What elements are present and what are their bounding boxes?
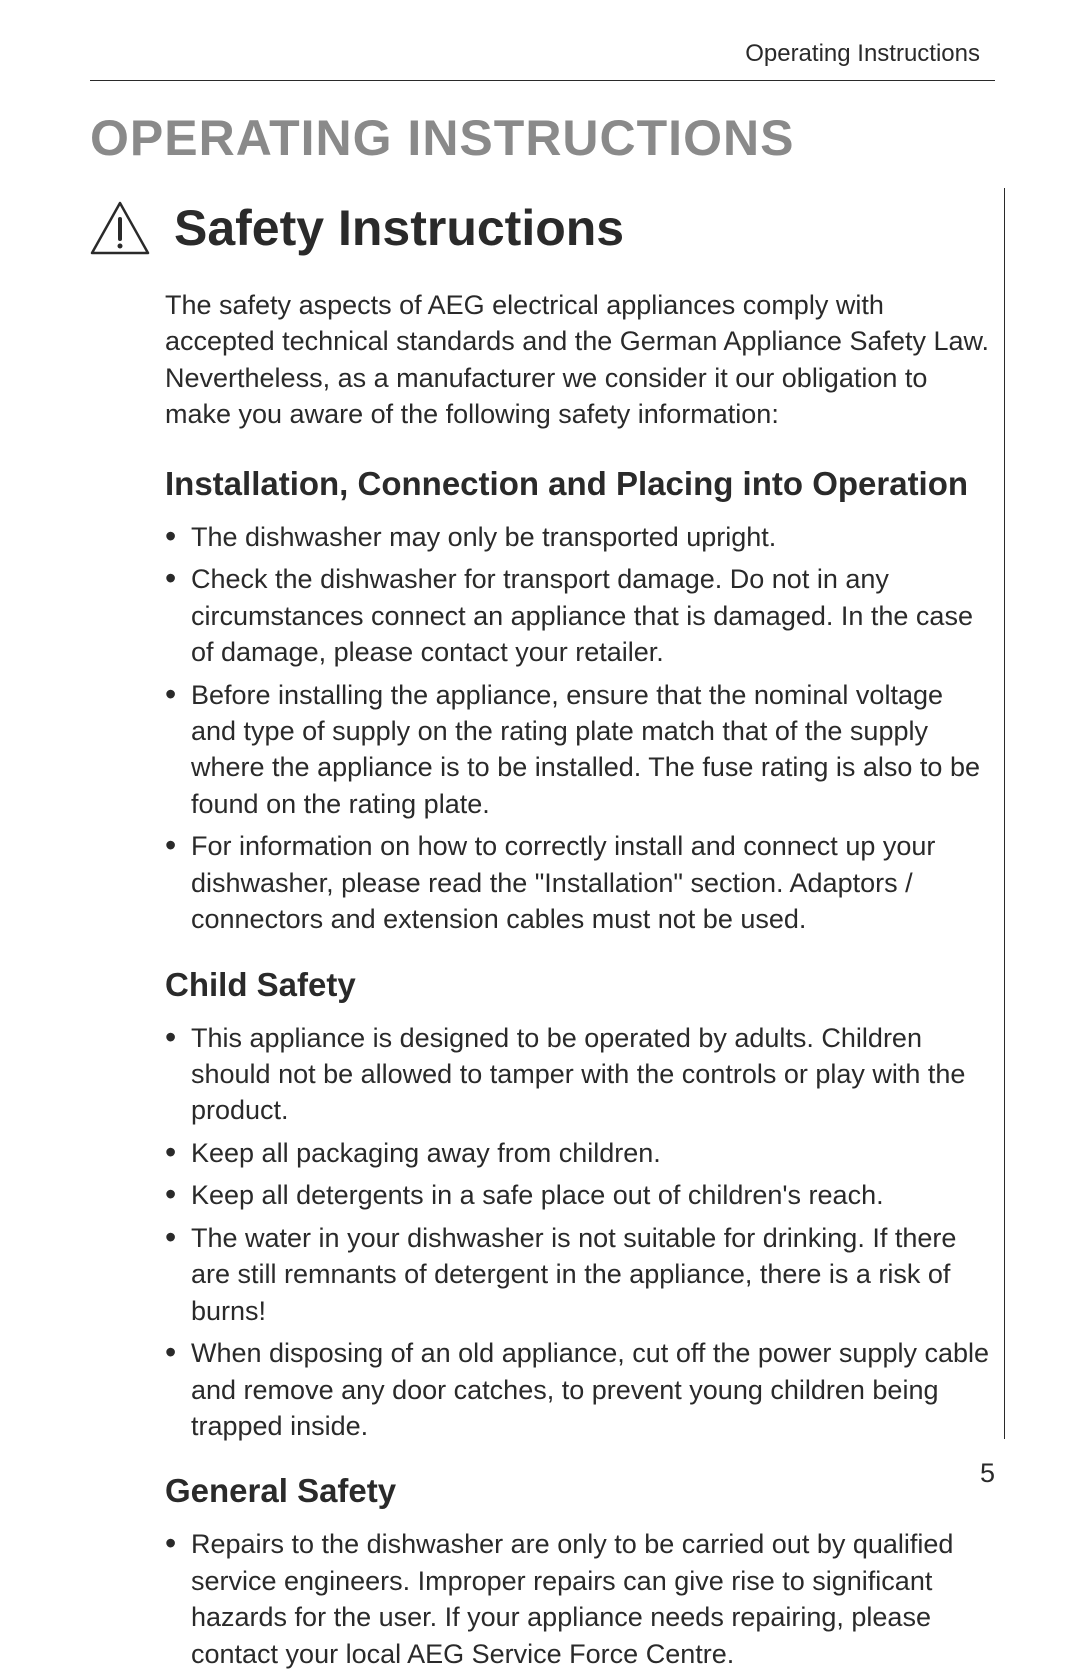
page-header: Operating Instructions (90, 40, 995, 81)
list-item: The water in your dishwasher is not suit… (165, 1220, 995, 1329)
section-title: Safety Instructions (174, 199, 624, 257)
warning-triangle-icon (90, 201, 150, 256)
list-item: Repairs to the dishwasher are only to be… (165, 1526, 995, 1672)
subsection-title-general-safety: General Safety (165, 1472, 995, 1510)
intro-paragraph: The safety aspects of AEG electrical app… (165, 287, 995, 433)
bullet-list-installation: The dishwasher may only be transported u… (165, 519, 995, 938)
page-number: 5 (980, 1458, 995, 1489)
list-item: Keep all detergents in a safe place out … (165, 1177, 995, 1213)
right-margin-line (1004, 188, 1006, 1439)
list-item: The dishwasher may only be transported u… (165, 519, 995, 555)
list-item: Check the dishwasher for transport damag… (165, 561, 995, 670)
subsection-title-child-safety: Child Safety (165, 966, 995, 1004)
list-item: When disposing of an old appliance, cut … (165, 1335, 995, 1444)
bullet-list-general-safety: Repairs to the dishwasher are only to be… (165, 1526, 995, 1672)
subsection-title-installation: Installation, Connection and Placing int… (165, 465, 995, 503)
main-title: OPERATING INSTRUCTIONS (90, 109, 995, 167)
list-item: Keep all packaging away from children. (165, 1135, 995, 1171)
list-item: For information on how to correctly inst… (165, 828, 995, 937)
bullet-list-child-safety: This appliance is designed to be operate… (165, 1020, 995, 1445)
list-item: This appliance is designed to be operate… (165, 1020, 995, 1129)
page-container: Operating Instructions OPERATING INSTRUC… (0, 0, 1080, 1529)
section-title-row: Safety Instructions (90, 199, 995, 257)
running-title: Operating Instructions (745, 40, 980, 67)
list-item: Before installing the appliance, ensure … (165, 677, 995, 823)
